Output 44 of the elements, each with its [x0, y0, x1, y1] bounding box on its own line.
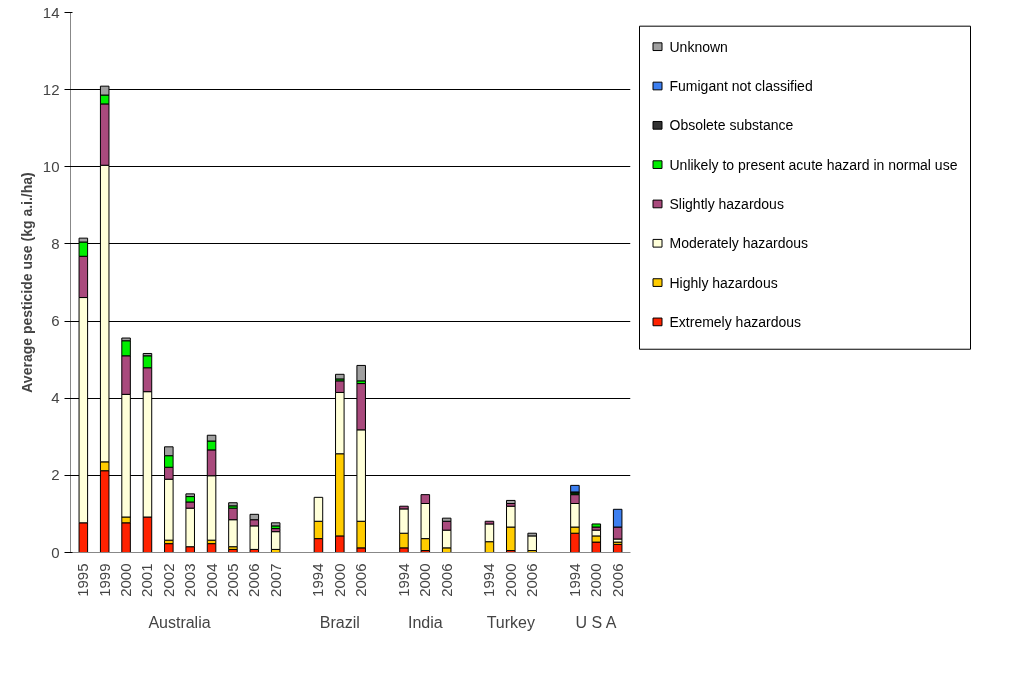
- x-tick-label: 2006: [352, 563, 370, 597]
- x-tick-label: 2004: [202, 563, 220, 597]
- x-tick-label: 1994: [394, 563, 412, 597]
- y-tick-label: 6: [51, 312, 60, 330]
- y-tick-label: 10: [42, 157, 60, 175]
- x-tick-label: 2007: [266, 563, 284, 597]
- legend-label: Extremely hazardous: [669, 313, 802, 330]
- legend-label: Slightly hazardous: [669, 195, 784, 212]
- legend-label: Unknown: [669, 38, 728, 55]
- x-tick-label: 2000: [330, 563, 348, 597]
- text: Brazil: [319, 613, 360, 631]
- legend-label: Highly hazardous: [669, 274, 778, 291]
- x-tick-label: 2006: [245, 563, 263, 597]
- y-tick-label: 4: [51, 389, 60, 407]
- x-tick-label: 1994: [565, 563, 583, 597]
- x-tick-label: 2002: [159, 563, 177, 597]
- x-tick-label: 1999: [95, 563, 113, 597]
- y-tick-label: 12: [42, 80, 60, 98]
- legend-label: Unlikely to present acute hazard in normal use: [669, 156, 958, 173]
- x-tick-label: 2000: [501, 563, 519, 597]
- x-tick-label: 2003: [181, 563, 199, 597]
- text: India: [407, 613, 443, 631]
- legend-label: Fumigant not classified: [669, 78, 813, 94]
- text: Turkey: [486, 613, 535, 631]
- text: Australia: [148, 613, 211, 631]
- x-tick-label: 2006: [608, 563, 626, 597]
- x-tick-label: 2000: [587, 563, 605, 597]
- y-axis-title: Average pesticide use (kg a.i./ha): [18, 172, 35, 393]
- x-tick-label: 2000: [416, 563, 434, 597]
- y-tick-label: 14: [42, 3, 60, 21]
- x-tick-label: 2005: [223, 563, 241, 597]
- x-tick-label: 1994: [480, 563, 498, 597]
- y-tick-label: 8: [51, 234, 60, 252]
- text: U S A: [575, 613, 617, 631]
- x-tick-label: 2006: [437, 563, 455, 597]
- x-tick-label: 2000: [117, 563, 135, 597]
- x-tick-label: 1994: [309, 563, 327, 597]
- x-tick-label: 2001: [138, 563, 156, 597]
- y-tick-label: 2: [51, 466, 60, 484]
- x-tick-label: 2006: [523, 563, 541, 597]
- legend-label: Moderately hazardous: [669, 235, 809, 252]
- y-tick-label: 0: [51, 543, 60, 561]
- legend-label: Obsolete substance: [669, 117, 794, 134]
- x-tick-label: 1995: [74, 563, 92, 597]
